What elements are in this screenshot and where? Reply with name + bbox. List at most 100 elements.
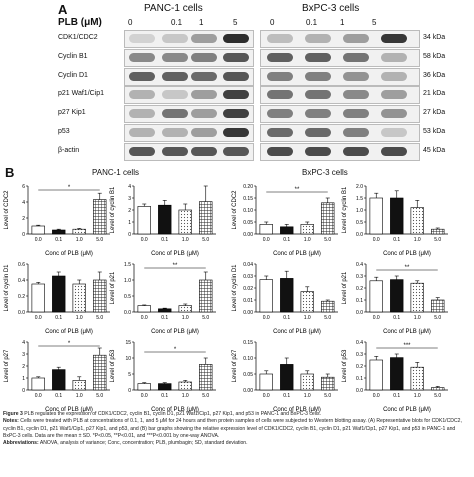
x-tick-label: 5.0 [202,315,209,321]
y-tick-label: 2 [22,364,25,370]
blot-band [223,34,249,43]
blot-band [267,34,293,43]
y-axis-label: Level of cyclin D1 [4,264,10,312]
y-tick-label: 1 [128,220,131,226]
blot-band [267,90,293,100]
bar-chart: 0.00 0.05 0.10 0.15 0.20 Level of CDC2 Conc of… [232,184,338,257]
blot-band [191,109,217,119]
x-tick-label: 0.0 [35,315,42,321]
y-tick-label: 3 [128,196,131,202]
blot-band [162,128,188,137]
bar-chart: 0.00 0.05 0.10 0.15 Level of p27 Conc of PLB … [232,340,338,413]
bar [93,354,107,391]
x-axis-label: Conc of PLB (μM) [45,329,93,335]
x-tick-label: 1.0 [414,237,421,243]
blot-band [129,90,155,100]
y-tick-label: 0.0 [356,388,363,394]
x-axis-label: Conc of PLB (μM) [383,407,431,413]
bar [31,377,45,391]
y-tick-label: 0.3 [356,352,363,358]
y-tick-label: 0.05 [243,372,253,378]
x-tick-label: 1.0 [76,393,83,399]
x-tick-label: 1.0 [76,315,83,321]
significance-mark: ** [173,263,178,269]
y-tick-label: 0.0 [356,310,363,316]
blot-band [305,90,331,100]
notes-label: Notes: [3,418,19,425]
y-axis-label: Level of p21 [342,271,348,304]
blot-band [129,146,155,156]
bar [369,280,383,313]
bxpc-blot-title: BxPC-3 cells [302,3,360,14]
y-axis-label: Level of p53 [342,349,348,382]
y-tick-label: 6 [22,184,25,190]
blot-row-label: CDK1/CDC2 [58,34,98,41]
blot-strip-bxpc [260,48,420,67]
blot-kda-label: 45 kDa [423,146,446,154]
y-tick-label: 0.2 [18,294,25,300]
x-tick-label: 0.1 [393,315,400,321]
y-tick-label: 1 [22,376,25,382]
y-tick-label: 0.1 [356,298,363,304]
blot-strip-panc [124,30,254,48]
bar [280,364,294,391]
bxpc-bar-title: BxPC-3 cells [302,168,348,177]
blot-band [343,52,369,62]
blot-kda-label: 58 kDa [423,52,446,60]
blot-band [381,128,407,137]
y-tick-label: 5 [128,372,131,378]
blot-band [343,146,369,156]
blot-strip-bxpc [260,86,420,105]
blot-band [267,71,293,81]
x-tick-label: 5.0 [96,237,103,243]
panel-b-letter: B [5,165,15,180]
y-tick-label: 0.5 [356,220,363,226]
bar [31,225,45,235]
x-tick-label: 5.0 [324,237,331,243]
blot-strip-bxpc [260,105,420,124]
significance-mark: * [68,185,71,191]
x-tick-label: 1.0 [304,393,311,399]
y-tick-label: 0.2 [356,364,363,370]
bar [280,278,294,313]
blot-band [381,146,407,156]
blot-row-label: p27 Kip1 [58,109,86,117]
blot-band [129,52,155,62]
x-tick-label: 0.0 [373,315,380,321]
bar-chart: 0.0 0.5 1.0 1.5 2.0 Level of cyclin B1 Conc of… [342,184,448,257]
bar [280,226,294,235]
y-tick-label: 0.2 [356,286,363,292]
bar [410,282,424,313]
x-axis-label: Conc of PLB (μM) [45,251,93,257]
bar [52,369,66,391]
y-tick-label: 0.01 [243,298,253,304]
bar-chart: 0.0 0.2 0.4 0.6 Level of cyclin D1 Conc of PL… [4,262,110,335]
blot-row-label: β-actin [58,146,80,154]
x-tick-label: 0.0 [263,315,270,321]
x-tick-label: 0.0 [263,393,270,399]
y-axis-label: Level of p27 [4,349,10,382]
dose-label-panc: 5 [233,18,238,27]
x-axis-label: Conc of PLB (μM) [383,251,431,257]
blot-kda-label: 27 kDa [423,109,446,117]
bar-chart: 0 5 10 15 Level of p53 Conc of PLB (μM) 0.0 0.1… [110,340,216,413]
x-axis-label: Conc of PLB (μM) [273,407,321,413]
x-tick-label: 0.1 [55,237,62,243]
bar-chart: 0 2 4 6 Level of CDC2 Conc of PLB (μM) 0.0 0.1 1… [4,184,110,257]
blot-strip-panc [124,124,254,142]
x-tick-label: 0.0 [35,393,42,399]
panc-blot-title: PANC-1 cells [144,3,203,14]
bar [178,305,192,313]
y-axis-label: Level of p27 [232,349,238,382]
blot-band [381,109,407,119]
y-tick-label: 4 [128,184,131,190]
x-tick-label: 0.1 [55,315,62,321]
y-tick-label: 0.20 [243,184,253,190]
blot-strip-panc [124,67,254,86]
x-tick-label: 5.0 [324,315,331,321]
blot-band [162,34,188,43]
bar-chart: 0.00 0.01 0.02 0.03 0.04 Level of cyclin D1 Co… [232,262,338,335]
x-tick-label: 1.0 [304,237,311,243]
y-tick-label: 0.00 [243,232,253,238]
y-axis-label: Level of p21 [110,271,116,304]
